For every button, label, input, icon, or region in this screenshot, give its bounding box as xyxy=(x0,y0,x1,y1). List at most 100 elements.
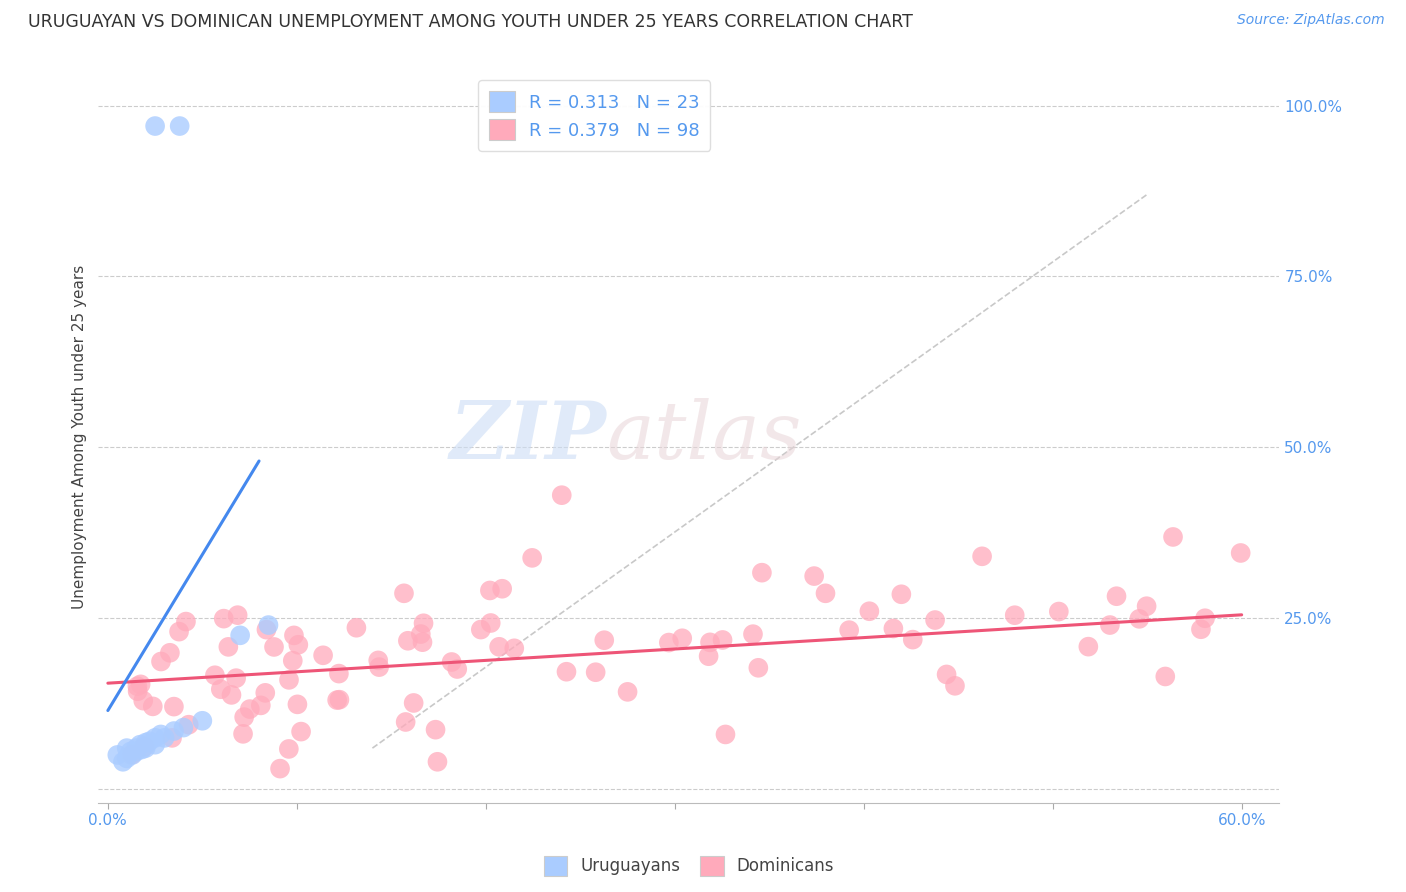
Point xyxy=(209,682,232,697)
Point xyxy=(163,699,186,714)
Point xyxy=(226,608,249,623)
Point xyxy=(250,698,273,713)
Point xyxy=(551,488,574,502)
Point xyxy=(143,738,166,752)
Point xyxy=(1128,612,1150,626)
Point xyxy=(132,693,155,707)
Point xyxy=(312,648,335,663)
Point xyxy=(257,618,280,632)
Point xyxy=(972,549,994,564)
Point xyxy=(697,649,720,664)
Point xyxy=(392,586,415,600)
Point xyxy=(901,632,924,647)
Point xyxy=(714,727,737,741)
Point xyxy=(395,714,418,729)
Point xyxy=(120,745,142,759)
Point xyxy=(1136,599,1159,614)
Point xyxy=(281,654,304,668)
Point xyxy=(1161,530,1184,544)
Point xyxy=(838,623,860,637)
Point xyxy=(1077,640,1099,654)
Point xyxy=(142,699,165,714)
Point xyxy=(277,742,299,756)
Point xyxy=(177,717,200,731)
Point xyxy=(585,665,607,680)
Text: ZIP: ZIP xyxy=(450,399,606,475)
Point xyxy=(263,640,285,654)
Point xyxy=(882,622,904,636)
Point xyxy=(172,721,194,735)
Point xyxy=(491,582,513,596)
Point xyxy=(125,745,148,759)
Point xyxy=(159,646,181,660)
Point xyxy=(367,653,389,667)
Point xyxy=(890,587,912,601)
Point xyxy=(1004,608,1026,623)
Point xyxy=(803,569,825,583)
Point xyxy=(328,692,350,706)
Point xyxy=(411,635,433,649)
Point xyxy=(269,762,291,776)
Point xyxy=(232,727,254,741)
Point xyxy=(256,623,278,637)
Point xyxy=(287,638,309,652)
Point xyxy=(699,635,721,649)
Point xyxy=(593,633,616,648)
Point xyxy=(488,640,510,654)
Point xyxy=(344,621,367,635)
Point xyxy=(121,747,143,762)
Point xyxy=(287,698,309,712)
Point xyxy=(935,667,957,681)
Point xyxy=(278,673,301,687)
Point xyxy=(747,661,769,675)
Point xyxy=(225,671,247,685)
Point xyxy=(742,627,765,641)
Point xyxy=(191,714,214,728)
Point xyxy=(115,741,138,756)
Point xyxy=(217,640,239,654)
Point xyxy=(125,741,148,756)
Point xyxy=(129,677,152,691)
Point xyxy=(150,655,173,669)
Point xyxy=(283,628,305,642)
Point xyxy=(135,736,157,750)
Point xyxy=(402,696,425,710)
Point xyxy=(396,633,419,648)
Point xyxy=(328,666,350,681)
Point xyxy=(1047,605,1070,619)
Y-axis label: Unemployment Among Youth under 25 years: Unemployment Among Youth under 25 years xyxy=(72,265,87,609)
Point xyxy=(131,742,153,756)
Point xyxy=(229,628,252,642)
Point xyxy=(221,688,243,702)
Point xyxy=(160,731,183,745)
Point xyxy=(446,662,468,676)
Point xyxy=(440,655,463,669)
Point xyxy=(470,623,492,637)
Point xyxy=(520,550,543,565)
Point xyxy=(658,635,681,649)
Point xyxy=(858,604,880,618)
Point xyxy=(412,616,434,631)
Point xyxy=(943,679,966,693)
Text: atlas: atlas xyxy=(606,399,801,475)
Point xyxy=(1229,546,1251,560)
Point xyxy=(409,627,432,641)
Text: Source: ZipAtlas.com: Source: ZipAtlas.com xyxy=(1237,13,1385,28)
Point xyxy=(153,731,176,745)
Point xyxy=(671,632,693,646)
Point xyxy=(138,734,160,748)
Point xyxy=(555,665,578,679)
Point xyxy=(121,747,143,762)
Point xyxy=(127,679,149,693)
Point xyxy=(143,119,166,133)
Point xyxy=(174,615,197,629)
Point xyxy=(616,685,638,699)
Point xyxy=(326,693,349,707)
Point xyxy=(711,632,734,647)
Point xyxy=(135,741,157,756)
Point xyxy=(924,613,946,627)
Point xyxy=(134,739,156,754)
Point xyxy=(1105,589,1128,603)
Point xyxy=(212,612,235,626)
Point xyxy=(233,710,256,724)
